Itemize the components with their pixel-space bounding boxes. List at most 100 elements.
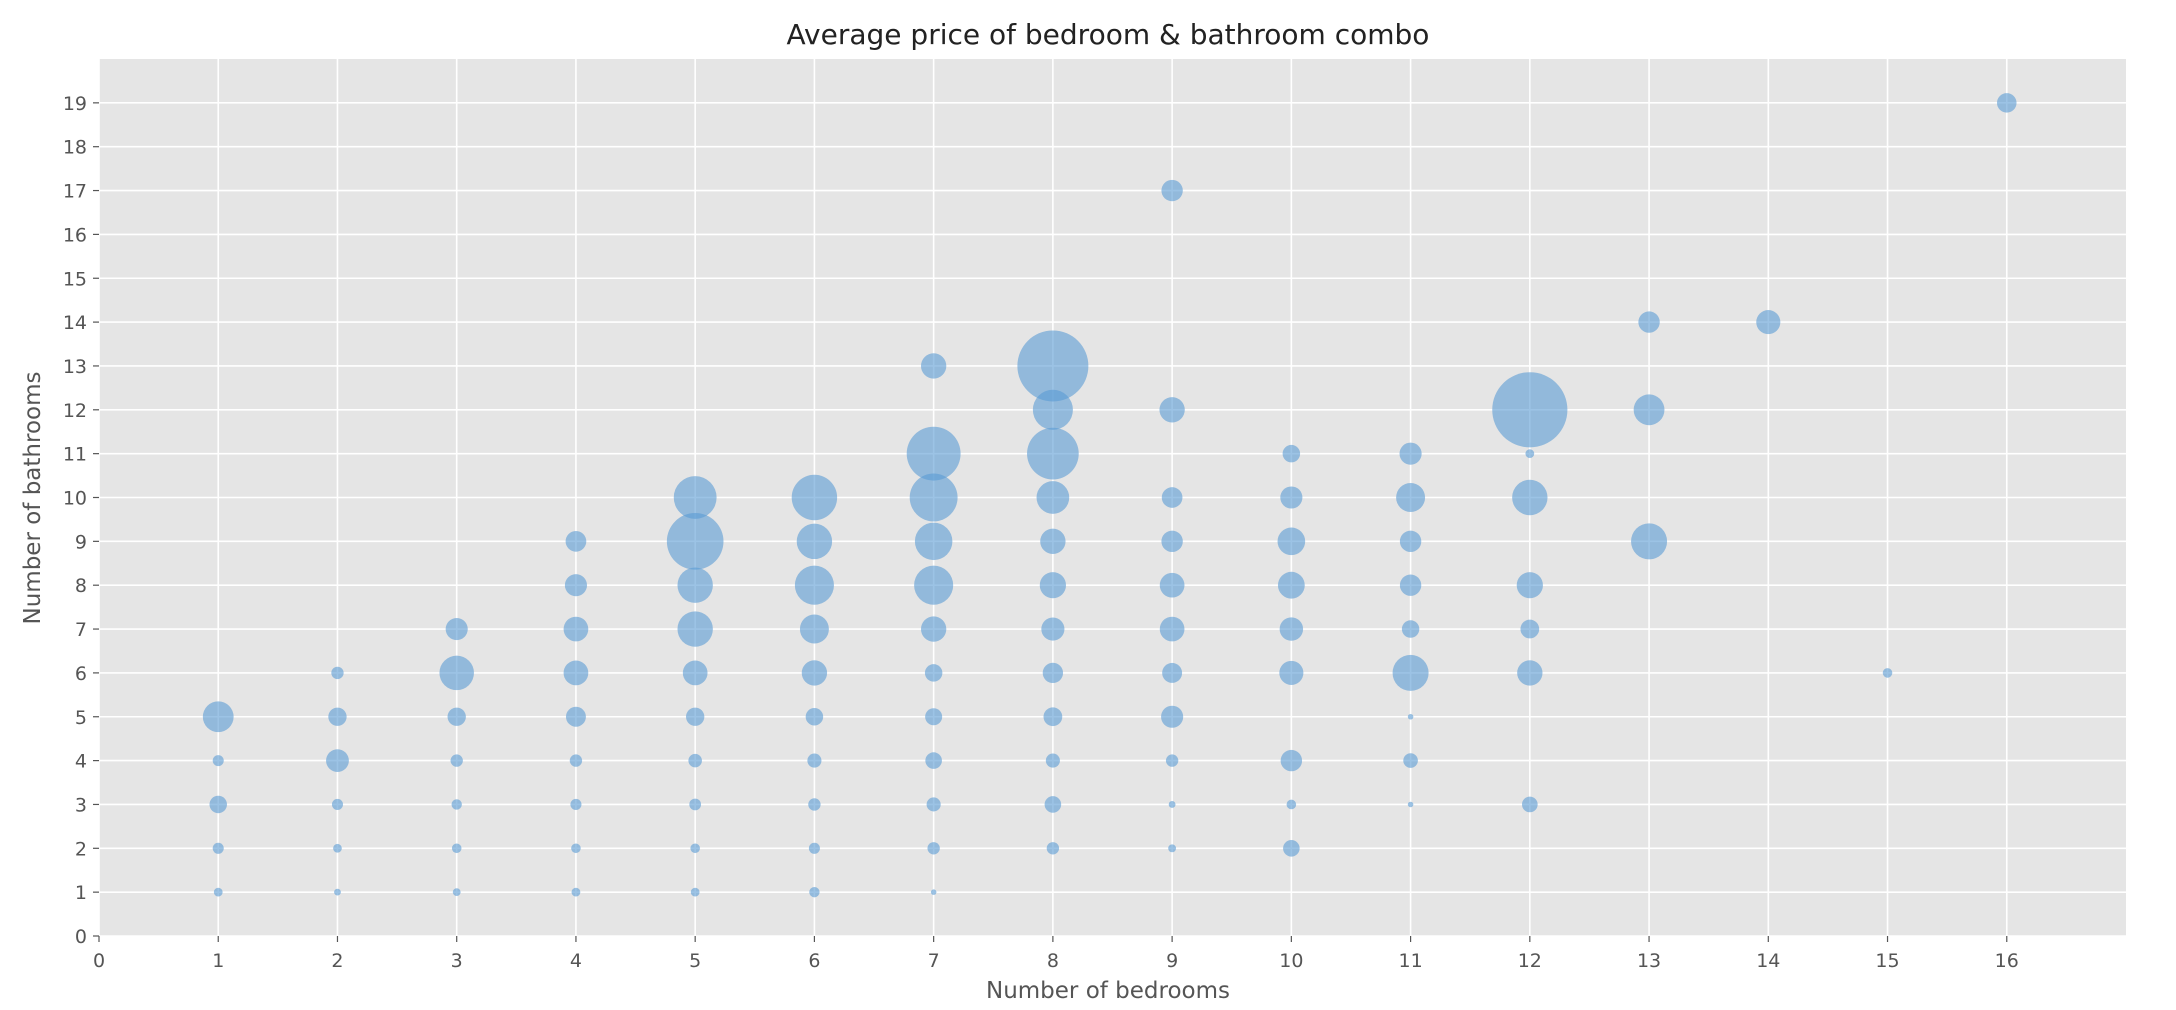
y-tick-label: 11 <box>63 444 87 466</box>
bubble-point <box>927 842 940 855</box>
bubble-point <box>1168 801 1176 808</box>
y-tick-label: 7 <box>75 619 87 641</box>
bubble-point <box>1280 486 1303 509</box>
bubble-point <box>673 476 717 519</box>
bubble-point <box>906 426 961 481</box>
bubble-series <box>202 93 2017 898</box>
x-tick-label: 7 <box>928 950 940 972</box>
bubble-point <box>439 655 474 691</box>
bubble-point <box>326 749 349 772</box>
bubble-point <box>1633 394 1665 426</box>
bubble-point <box>1161 487 1183 508</box>
bubble-point <box>209 795 227 814</box>
bubble-point <box>445 617 468 641</box>
bubble-point <box>1399 530 1422 553</box>
bubble-point <box>1044 796 1062 813</box>
y-tick-label: 6 <box>75 663 87 685</box>
bubble-point <box>1392 654 1429 691</box>
bubble-point <box>450 754 463 767</box>
bubble-point <box>808 842 820 854</box>
bubble-point <box>925 708 943 726</box>
bubble-point <box>331 666 344 680</box>
bubble-point <box>1027 427 1079 480</box>
bubble-point <box>1522 796 1538 813</box>
bubble-point <box>1492 372 1568 448</box>
x-tick-label: 4 <box>570 950 582 972</box>
bubble-point <box>1401 620 1420 638</box>
bubble-point <box>1161 530 1183 553</box>
bubble-point <box>1159 616 1185 642</box>
bubble-point <box>914 522 953 561</box>
y-tick-label: 8 <box>75 575 87 597</box>
x-tick-label: 16 <box>1995 950 2019 972</box>
x-axis-label: Number of bedrooms <box>986 978 1230 1004</box>
y-tick-label: 15 <box>63 268 87 290</box>
bubble-point <box>333 843 342 853</box>
bubble-point <box>688 753 702 768</box>
y-tick-label: 0 <box>75 926 87 948</box>
bubble-point <box>1279 660 1304 685</box>
bubble-point <box>212 842 224 854</box>
bubble-point <box>930 889 937 895</box>
bubble-point <box>1399 574 1422 596</box>
bubble-point <box>1283 840 1300 857</box>
x-tick-label: 6 <box>808 950 820 972</box>
bubble-point <box>805 708 824 726</box>
x-tick-label: 8 <box>1047 950 1059 972</box>
bubble-point <box>451 843 462 854</box>
bubble-point <box>328 707 347 726</box>
bubble-point <box>1046 842 1060 855</box>
bubble-point <box>452 888 461 897</box>
bubble-point <box>1165 754 1179 767</box>
y-tick-label: 13 <box>63 356 87 378</box>
bubble-point <box>809 886 820 898</box>
bubble-point <box>1042 662 1064 684</box>
bubble-point <box>924 664 943 682</box>
bubble-point <box>690 843 700 854</box>
bubble-point <box>677 611 713 647</box>
bubble-point <box>791 474 838 521</box>
bubble-point <box>689 798 702 811</box>
y-tick-label: 3 <box>75 794 87 816</box>
bubble-point <box>1279 617 1304 641</box>
y-tick-label: 19 <box>63 93 87 115</box>
x-tick-label: 9 <box>1166 950 1178 972</box>
bubble-point <box>1036 481 1070 514</box>
x-tick-label: 10 <box>1279 950 1303 972</box>
bubble-point <box>1280 749 1303 772</box>
bubble-point <box>1520 619 1540 639</box>
y-tick-label: 9 <box>75 531 87 553</box>
bubble-point <box>807 753 822 768</box>
bubble-point <box>801 660 828 686</box>
y-tick-label: 14 <box>63 312 87 334</box>
bubble-point <box>565 706 586 727</box>
bubble-point <box>808 798 821 811</box>
chart-title: Average price of bedroom & bathroom comb… <box>787 18 1430 51</box>
bubble-point <box>1162 662 1183 683</box>
bubble-point <box>1282 444 1301 463</box>
y-tick-label: 18 <box>63 137 87 159</box>
bubble-point <box>796 523 833 560</box>
bubble-point <box>1041 617 1065 641</box>
bubble-point <box>1403 753 1418 768</box>
bubble-point <box>1277 571 1305 599</box>
y-axis-label: Number of bathrooms <box>20 372 46 625</box>
y-tick-label: 17 <box>63 181 87 203</box>
bubble-point <box>334 888 341 896</box>
bubble-point <box>1039 572 1066 599</box>
bubble-point <box>570 798 582 810</box>
bubble-point <box>1396 483 1426 512</box>
bubble-point <box>1631 523 1668 560</box>
bubble-point <box>1159 397 1185 423</box>
bubble-point <box>1159 572 1185 598</box>
bubble-point <box>1017 330 1089 402</box>
x-tick-label: 14 <box>1756 950 1780 972</box>
bubble-point <box>563 616 589 642</box>
x-tick-label: 5 <box>689 950 701 972</box>
bubble-point <box>1045 753 1060 768</box>
y-tick-label: 10 <box>63 488 87 510</box>
y-tick-label: 12 <box>63 400 87 422</box>
x-tick-label: 13 <box>1637 950 1661 972</box>
bubble-point <box>569 754 583 767</box>
